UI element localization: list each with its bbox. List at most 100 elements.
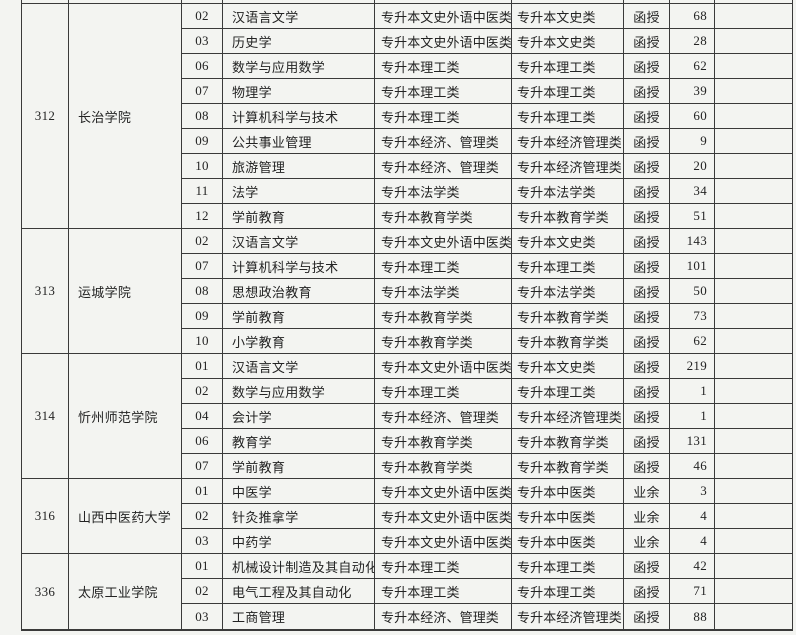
study-form-cell: 函授 — [624, 554, 670, 579]
major-code-cell: 01 — [182, 554, 223, 579]
count-cell: 101 — [670, 254, 715, 279]
blank-cell — [715, 479, 792, 504]
table-row: 06 教育学 专升本教育学类 专升本教育学类 函授 131 — [182, 429, 792, 454]
blank-cell — [715, 104, 792, 129]
study-form-cell: 业余 — [624, 529, 670, 553]
category-1-cell: 专升本理工类 — [375, 79, 512, 104]
table-row: 11 法学 专升本法学类 专升本法学类 函授 34 — [182, 179, 792, 204]
blank-cell — [715, 54, 792, 79]
category-2-cell: 专升本教育学类 — [512, 204, 624, 228]
blank-cell — [715, 579, 792, 604]
category-1-cell: 专升本理工类 — [375, 379, 512, 404]
major-code-cell: 02 — [182, 579, 223, 604]
table-row: 08 思想政治教育 专升本法学类 专升本法学类 函授 50 — [182, 279, 792, 304]
major-code-cell: 03 — [182, 604, 223, 629]
study-form-cell: 业余 — [624, 504, 670, 529]
category-1-cell: 专升本教育学类 — [375, 304, 512, 329]
study-form-cell: 函授 — [624, 54, 670, 79]
major-code-cell: 10 — [182, 154, 223, 179]
table-row: 03 工商管理 专升本经济、管理类 专升本经济管理类 函授 88 — [182, 604, 792, 629]
major-name-cell: 针灸推拿学 — [223, 504, 375, 529]
study-form-cell: 函授 — [624, 279, 670, 304]
category-1-cell: 专升本教育学类 — [375, 329, 512, 353]
table-row: 02 汉语言文学 专升本文史外语中医类 专升本文史类 函授 143 — [182, 229, 792, 254]
category-1-cell: 专升本法学类 — [375, 179, 512, 204]
study-form-cell: 函授 — [624, 179, 670, 204]
count-cell: 219 — [670, 354, 715, 379]
table-row: 07 学前教育 专升本教育学类 专升本教育学类 函授 46 — [182, 454, 792, 478]
category-2-cell: 专升本教育学类 — [512, 329, 624, 353]
major-name-cell: 公共事业管理 — [223, 129, 375, 154]
major-name-cell: 汉语言文学 — [223, 354, 375, 379]
blank-cell — [715, 29, 792, 54]
major-name-cell: 数学与应用数学 — [223, 379, 375, 404]
table-row: 01 汉语言文学 专升本文史外语中医类 专升本文史类 函授 219 — [182, 354, 792, 379]
table-row: 01 机械设计制造及其自动化 专升本理工类 专升本理工类 函授 42 — [182, 554, 792, 579]
table-row: 09 公共事业管理 专升本经济、管理类 专升本经济管理类 函授 9 — [182, 129, 792, 154]
category-2-cell: 专升本理工类 — [512, 254, 624, 279]
category-1-cell: 专升本文史外语中医类 — [375, 4, 512, 29]
major-code-cell: 07 — [182, 79, 223, 104]
study-form-cell: 函授 — [624, 304, 670, 329]
blank-cell — [715, 179, 792, 204]
category-2-cell: 专升本经济管理类 — [512, 404, 624, 429]
category-1-cell: 专升本文史外语中医类 — [375, 29, 512, 54]
count-cell: 68 — [670, 4, 715, 29]
major-name-cell: 学前教育 — [223, 204, 375, 228]
table-row: 10 旅游管理 专升本经济、管理类 专升本经济管理类 函授 20 — [182, 154, 792, 179]
major-code-cell: 09 — [182, 304, 223, 329]
blank-cell — [715, 304, 792, 329]
table-row: 08 计算机科学与技术 专升本理工类 专升本理工类 函授 60 — [182, 104, 792, 129]
table-row: 03 中药学 专升本文史外语中医类 专升本中医类 业余 4 — [182, 529, 792, 553]
category-2-cell: 专升本中医类 — [512, 504, 624, 529]
column-border-stub — [511, 0, 512, 4]
major-name-cell: 小学教育 — [223, 329, 375, 353]
category-2-cell: 专升本法学类 — [512, 179, 624, 204]
major-name-cell: 电气工程及其自动化 — [223, 579, 375, 604]
category-1-cell: 专升本文史外语中医类 — [375, 229, 512, 254]
major-code-cell: 06 — [182, 429, 223, 454]
table-row: 02 针灸推拿学 专升本文史外语中医类 专升本中医类 业余 4 — [182, 504, 792, 529]
column-border-stub — [68, 0, 69, 4]
blank-cell — [715, 379, 792, 404]
blank-cell — [715, 554, 792, 579]
category-2-cell: 专升本教育学类 — [512, 454, 624, 478]
college-code-cell: 312 — [22, 4, 69, 228]
major-code-cell: 03 — [182, 529, 223, 553]
count-cell: 88 — [670, 604, 715, 629]
study-form-cell: 函授 — [624, 29, 670, 54]
count-cell: 51 — [670, 204, 715, 228]
college-code-cell: 314 — [22, 354, 69, 478]
study-form-cell: 函授 — [624, 229, 670, 254]
category-1-cell: 专升本文史外语中医类 — [375, 479, 512, 504]
blank-cell — [715, 529, 792, 553]
category-2-cell: 专升本理工类 — [512, 104, 624, 129]
category-2-cell: 专升本中医类 — [512, 479, 624, 504]
category-1-cell: 专升本教育学类 — [375, 204, 512, 228]
major-code-cell: 09 — [182, 129, 223, 154]
count-cell: 3 — [670, 479, 715, 504]
college-name-cell: 太原工业学院 — [69, 554, 182, 629]
study-form-cell: 函授 — [624, 429, 670, 454]
major-code-cell: 11 — [182, 179, 223, 204]
column-border-stub — [792, 0, 793, 4]
major-code-cell: 12 — [182, 204, 223, 228]
table-row: 04 会计学 专升本经济、管理类 专升本经济管理类 函授 1 — [182, 404, 792, 429]
category-2-cell: 专升本法学类 — [512, 279, 624, 304]
major-name-cell: 教育学 — [223, 429, 375, 454]
table-row: 02 电气工程及其自动化 专升本理工类 专升本理工类 函授 71 — [182, 579, 792, 604]
major-name-cell: 机械设计制造及其自动化 — [223, 554, 375, 579]
major-name-cell: 计算机科学与技术 — [223, 104, 375, 129]
blank-cell — [715, 604, 792, 629]
college-name-cell: 山西中医药大学 — [69, 479, 182, 553]
study-form-cell: 函授 — [624, 354, 670, 379]
category-1-cell: 专升本理工类 — [375, 104, 512, 129]
count-cell: 34 — [670, 179, 715, 204]
count-cell: 62 — [670, 329, 715, 353]
category-2-cell: 专升本文史类 — [512, 4, 624, 29]
major-name-cell: 中药学 — [223, 529, 375, 553]
column-border-stub — [21, 0, 22, 4]
count-cell: 4 — [670, 504, 715, 529]
study-form-cell: 函授 — [624, 154, 670, 179]
major-name-cell: 学前教育 — [223, 304, 375, 329]
